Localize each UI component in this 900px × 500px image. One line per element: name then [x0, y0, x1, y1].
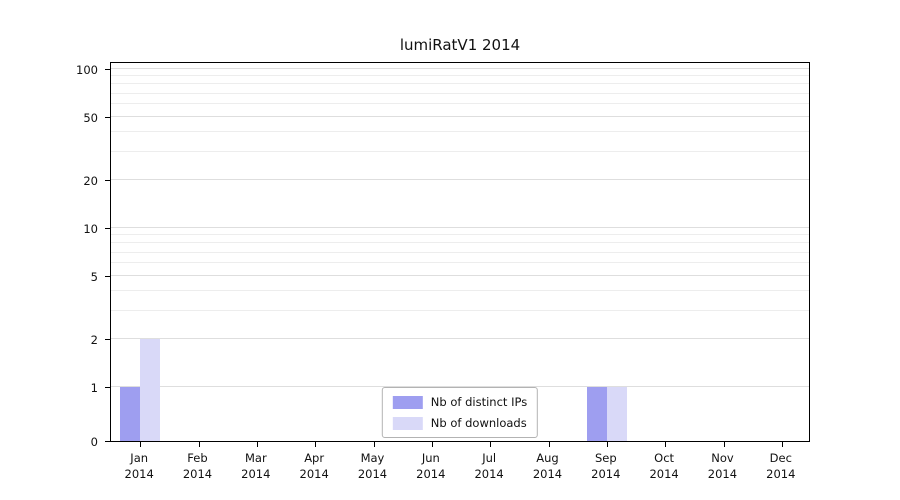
x-tick-mark — [373, 442, 375, 447]
legend-item-distinct-ips: Nb of distinct IPs — [392, 395, 528, 409]
x-tick-mark — [490, 442, 492, 447]
x-tick-month: Aug — [536, 451, 559, 465]
y-tick-label: 0 — [90, 435, 98, 449]
x-tick-year: 2014 — [416, 467, 446, 481]
x-tick-label: Dec 2014 — [752, 450, 810, 482]
x-tick-mark — [723, 442, 725, 447]
minor-gridline — [111, 151, 809, 153]
x-tick-month: May — [360, 451, 385, 465]
x-tick-mark — [140, 442, 142, 447]
minor-gridline — [111, 262, 809, 264]
x-tick-year: 2014 — [182, 467, 213, 481]
minor-gridline — [111, 92, 809, 94]
y-tick-label: 5 — [90, 269, 98, 284]
x-tick-mark — [256, 442, 258, 447]
x-tick-year: 2014 — [707, 467, 738, 481]
legend: Nb of distinct IPs Nb of downloads — [381, 387, 539, 438]
x-tick-label: Oct 2014 — [635, 450, 693, 482]
x-tick-year: 2014 — [766, 467, 796, 481]
legend-item-downloads: Nb of downloads — [392, 416, 527, 430]
major-gridline — [111, 338, 809, 340]
x-tick-month: Jul — [482, 451, 497, 465]
y-tick-label: 1 — [90, 381, 98, 395]
minor-gridline — [111, 251, 809, 253]
major-gridline — [111, 274, 809, 276]
y-tick-mark — [105, 228, 110, 229]
x-tick-month: Mar — [244, 451, 267, 465]
y-tick-label: 20 — [83, 174, 98, 189]
x-tick-label: Sep 2014 — [577, 450, 635, 482]
x-tick-label: Jan 2014 — [110, 450, 168, 482]
major-gridline — [111, 179, 809, 181]
y-tick-mark — [105, 69, 110, 70]
y-tick-mark — [105, 339, 110, 341]
legend-label-downloads: Nb of downloads — [430, 416, 527, 430]
x-tick-label: Nov 2014 — [693, 450, 751, 482]
legend-label-distinct-ips: Nb of distinct IPs — [430, 395, 528, 409]
x-tick-year: 2014 — [241, 467, 271, 481]
x-tick-mark — [431, 442, 433, 447]
bar-ips — [120, 387, 141, 441]
x-tick-month: Feb — [187, 451, 208, 465]
chart-title: lumiRatV1 2014 — [399, 36, 521, 54]
minor-gridline — [111, 242, 809, 244]
x-tick-mark — [665, 442, 667, 447]
x-tick-label: Feb 2014 — [168, 450, 226, 482]
y-tick-label: 100 — [76, 63, 98, 77]
x-tick-month: Nov — [711, 451, 734, 465]
y-tick-label: 50 — [83, 110, 98, 125]
major-gridline — [111, 115, 809, 117]
minor-gridline — [111, 310, 809, 312]
y-tick-mark — [105, 387, 110, 388]
x-tick-month: Dec — [769, 451, 792, 465]
x-tick-label: Aug 2014 — [518, 450, 576, 482]
bar-downloads — [606, 387, 627, 441]
legend-swatch-distinct-ips — [392, 395, 423, 409]
minor-gridline — [111, 103, 809, 105]
legend-swatch-downloads — [392, 416, 423, 430]
x-tick-month: Jun — [421, 451, 440, 465]
x-tick-year: 2014 — [474, 467, 504, 481]
x-tick-label: Apr 2014 — [285, 450, 343, 482]
major-gridline — [111, 386, 809, 387]
x-tick-month: Apr — [304, 451, 325, 465]
bar-downloads — [140, 339, 161, 441]
x-tick-year: 2014 — [299, 467, 329, 481]
x-tick-year: 2014 — [649, 467, 679, 481]
x-tick-label: Mar 2014 — [227, 450, 285, 482]
y-axis: 0 1 2 5 10 20 50 100 — [0, 62, 110, 449]
x-tick-year: 2014 — [591, 467, 621, 481]
x-tick-mark — [781, 442, 783, 447]
plot-area: Nb of distinct IPs Nb of downloads — [110, 62, 810, 447]
x-tick-mark — [548, 442, 550, 447]
x-tick-mark — [198, 442, 200, 447]
x-tick-label: Jun 2014 — [402, 450, 460, 482]
y-tick-mark — [105, 116, 110, 118]
x-tick-label: Jul 2014 — [460, 450, 518, 482]
minor-gridline — [111, 131, 809, 133]
y-tick-label: 2 — [90, 333, 98, 348]
minor-gridline — [111, 75, 809, 77]
x-axis-labels: Jan 2014 Feb 2014 Mar 2014 Apr 2014 May 2014 Jun 20… — [110, 450, 810, 482]
x-tick-year: 2014 — [124, 467, 154, 481]
x-tick-month: Sep — [594, 451, 617, 465]
minor-gridline — [111, 290, 809, 292]
x-tick-mark — [315, 442, 317, 447]
minor-gridline — [111, 83, 809, 85]
y-tick-mark — [105, 275, 110, 277]
bar-ips — [586, 387, 607, 441]
major-gridline — [111, 68, 809, 69]
major-gridline — [111, 227, 809, 228]
x-tick-month: Jan — [130, 451, 149, 465]
y-tick-mark — [105, 441, 110, 442]
x-tick-label: May 2014 — [343, 450, 401, 482]
x-tick-year: 2014 — [357, 467, 388, 481]
x-tick-mark — [606, 442, 608, 447]
x-tick-year: 2014 — [532, 467, 563, 481]
y-tick-label: 10 — [83, 222, 98, 236]
y-tick-mark — [105, 180, 110, 182]
minor-gridline — [111, 234, 809, 236]
x-tick-month: Oct — [654, 451, 675, 465]
